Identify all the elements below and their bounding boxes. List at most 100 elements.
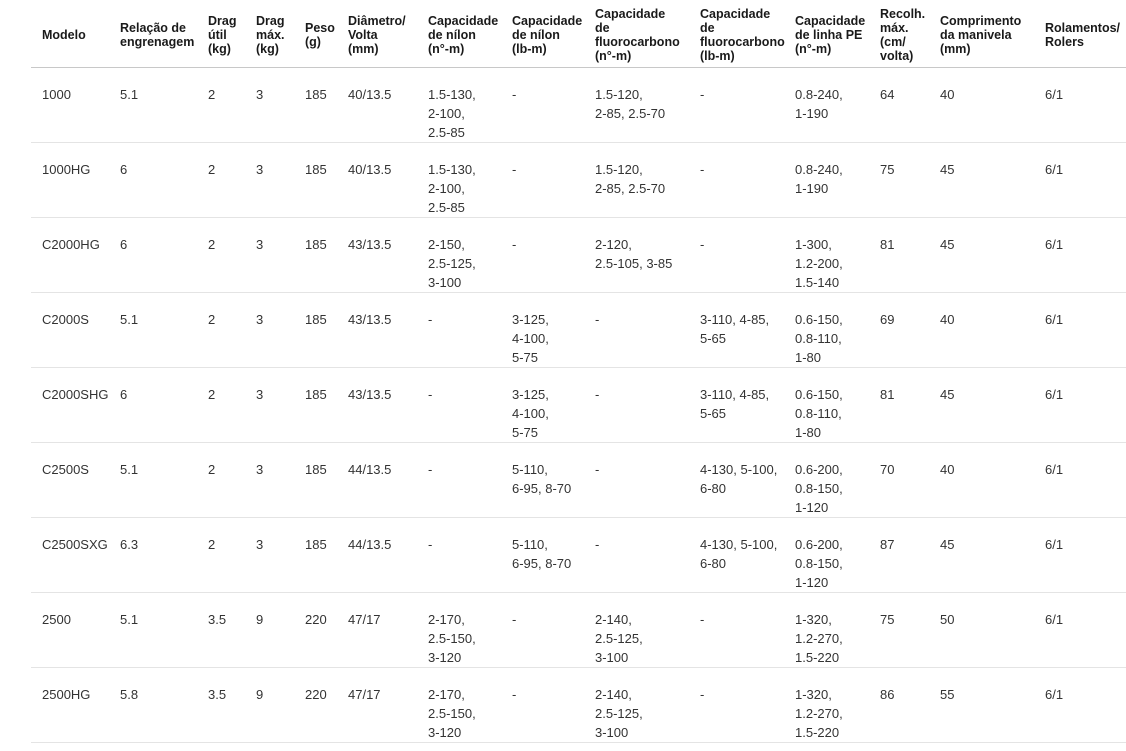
cell-cap-nilon-n: 2-170, 2.5-150, 3-120 [428,592,512,668]
cell-drag-util: 2 [208,367,256,443]
table-row: C2500S 5.1 2 3 185 44/13.5-5-110, 6-95, 8-70-… [31,442,1126,518]
cell-cap-nilon-lb: - [512,667,595,743]
cell-rolamentos: 6/1 [1045,592,1126,668]
cell-peso: 185 [305,142,348,218]
cell-diametro: 47/17 [348,592,428,668]
cell-cap-nilon-n: - [428,367,512,443]
cell-manivela: 40 [940,442,1045,518]
cell-cap-fluoro-n: - [595,292,700,368]
cell-cap-nilon-lb: 3-125, 4-100, 5-75 [512,292,595,368]
cell-manivela: 45 [940,217,1045,293]
cell-relacao: 6 [120,142,208,218]
cell-rolamentos: 6/1 [1045,517,1126,593]
cell-cap-pe: 0.6-150, 0.8-110, 1-80 [795,367,880,443]
table-body: 1000 5.1 2 3 185 40/13.5 1.5-130, 2-100, 2.5-8… [31,67,1126,743]
column-header-drag-max: Drag máx. (kg) [256,4,305,68]
cell-rolamentos: 6/1 [1045,292,1126,368]
cell-recolhimento: 75 [880,142,940,218]
cell-manivela: 55 [940,667,1045,743]
cell-cap-fluoro-n: 2-140, 2.5-125, 3-100 [595,667,700,743]
cell-modelo: C2000SHG [31,367,120,443]
cell-cap-pe: 0.6-200, 0.8-150, 1-120 [795,517,880,593]
cell-cap-fluoro-lb: - [700,67,795,143]
cell-cap-nilon-lb: - [512,142,595,218]
cell-cap-nilon-n: - [428,442,512,518]
cell-modelo: C2500SXG [31,517,120,593]
cell-drag-max: 3 [256,517,305,593]
cell-drag-max: 3 [256,217,305,293]
cell-peso: 185 [305,517,348,593]
cell-diametro: 44/13.5 [348,442,428,518]
cell-peso: 185 [305,367,348,443]
cell-drag-max: 3 [256,142,305,218]
cell-cap-fluoro-lb: 3-110, 4-85, 5-65 [700,292,795,368]
cell-modelo: 2500HG [31,667,120,743]
cell-manivela: 40 [940,292,1045,368]
column-header-rolamentos: Rolamentos/ Rolers [1045,4,1126,68]
cell-cap-nilon-lb: 5-110, 6-95, 8-70 [512,517,595,593]
cell-cap-nilon-lb: 5-110, 6-95, 8-70 [512,442,595,518]
cell-cap-fluoro-n: 1.5-120, 2-85, 2.5-70 [595,142,700,218]
cell-modelo: C2500S [31,442,120,518]
cell-recolhimento: 64 [880,67,940,143]
cell-relacao: 5.1 [120,592,208,668]
cell-peso: 185 [305,67,348,143]
cell-cap-pe: 1-300, 1.2-200, 1.5-140 [795,217,880,293]
cell-relacao: 5.1 [120,442,208,518]
table-row: 2500 5.1 3.5 9 220 47/17 2-170, 2.5-150, 3-120… [31,592,1126,668]
cell-peso: 220 [305,592,348,668]
cell-recolhimento: 81 [880,367,940,443]
cell-diametro: 44/13.5 [348,517,428,593]
table-row: C2000HG 6 2 3 185 43/13.5 2-150, 2.5-125, 3-10… [31,217,1126,293]
cell-cap-fluoro-lb: 3-110, 4-85, 5-65 [700,367,795,443]
cell-relacao: 6 [120,217,208,293]
cell-rolamentos: 6/1 [1045,217,1126,293]
table-row: C2000S 5.1 2 3 185 43/13.5-3-125, 4-100, 5-75… [31,292,1126,368]
cell-diametro: 40/13.5 [348,67,428,143]
spec-table-section: Modelo Relação de engrenagem Drag útil (kg… [31,4,1126,743]
cell-cap-nilon-lb: 3-125, 4-100, 5-75 [512,367,595,443]
cell-drag-max: 3 [256,67,305,143]
cell-recolhimento: 70 [880,442,940,518]
cell-rolamentos: 6/1 [1045,142,1126,218]
table-row: 1000HG 6 2 3 185 40/13.5 1.5-130, 2-100, 2.5-8… [31,142,1126,218]
cell-cap-nilon-n: - [428,517,512,593]
column-header-cap-fluoro-n: Capacidade de fluorocarbono (n°-m) [595,4,700,68]
cell-peso: 185 [305,217,348,293]
cell-cap-pe: 0.6-200, 0.8-150, 1-120 [795,442,880,518]
cell-rolamentos: 6/1 [1045,67,1126,143]
cell-cap-fluoro-n: 2-120, 2.5-105, 3-85 [595,217,700,293]
cell-cap-nilon-n: 2-170, 2.5-150, 3-120 [428,667,512,743]
cell-cap-pe: 0.8-240, 1-190 [795,67,880,143]
cell-recolhimento: 86 [880,667,940,743]
cell-drag-max: 9 [256,592,305,668]
cell-cap-nilon-n: 1.5-130, 2-100, 2.5-85 [428,67,512,143]
cell-drag-util: 2 [208,67,256,143]
cell-diametro: 43/13.5 [348,217,428,293]
cell-peso: 185 [305,442,348,518]
cell-modelo: C2000HG [31,217,120,293]
cell-cap-fluoro-lb: 4-130, 5-100, 6-80 [700,442,795,518]
table-row: C2500SXG 6.3 2 3 185 44/13.5-5-110, 6-95, 8-7… [31,517,1126,593]
cell-drag-util: 2 [208,217,256,293]
cell-rolamentos: 6/1 [1045,367,1126,443]
cell-cap-pe: 0.8-240, 1-190 [795,142,880,218]
cell-recolhimento: 81 [880,217,940,293]
cell-cap-fluoro-lb: - [700,592,795,668]
cell-manivela: 40 [940,67,1045,143]
cell-cap-nilon-n: 2-150, 2.5-125, 3-100 [428,217,512,293]
cell-modelo: C2000S [31,292,120,368]
cell-drag-util: 3.5 [208,667,256,743]
cell-rolamentos: 6/1 [1045,667,1126,743]
cell-cap-nilon-n: 1.5-130, 2-100, 2.5-85 [428,142,512,218]
cell-cap-pe: 1-320, 1.2-270, 1.5-220 [795,592,880,668]
cell-manivela: 45 [940,517,1045,593]
table-row: 1000 5.1 2 3 185 40/13.5 1.5-130, 2-100, 2.5-8… [31,67,1126,143]
cell-cap-fluoro-n: - [595,367,700,443]
cell-relacao: 5.1 [120,67,208,143]
column-header-manivela: Comprimento da manivela (mm) [940,4,1045,68]
cell-drag-util: 2 [208,142,256,218]
cell-relacao: 6.3 [120,517,208,593]
column-header-cap-nilon-lb: Capacidade de nílon (lb-m) [512,4,595,68]
cell-relacao: 5.8 [120,667,208,743]
